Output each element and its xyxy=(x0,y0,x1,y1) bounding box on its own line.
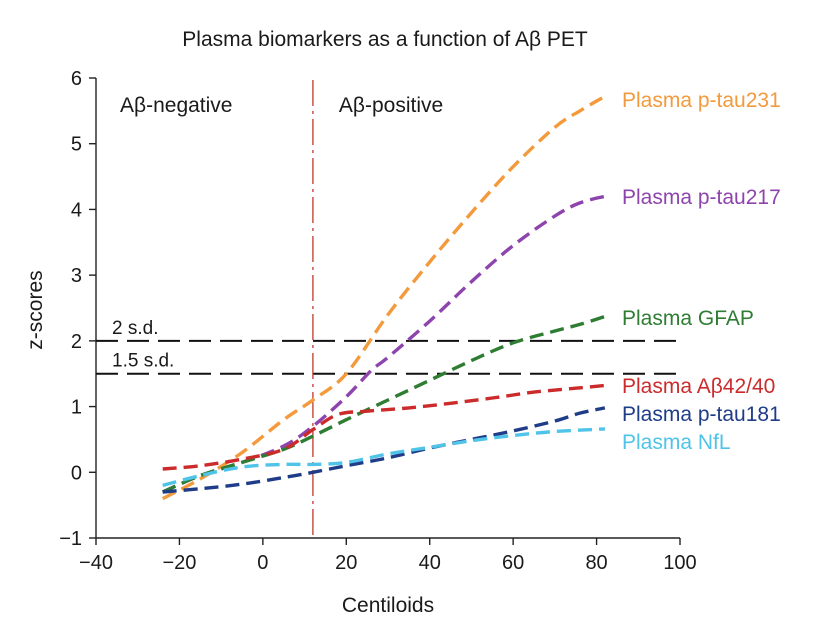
region-label-positive: Aβ-positive xyxy=(339,94,443,117)
series-line-plasma-a-42-40 xyxy=(162,383,606,471)
series-label-plasma-p-tau181: Plasma p-tau181 xyxy=(622,403,781,426)
x-tick-label: 100 xyxy=(663,552,696,574)
series-line-plasma-gfap xyxy=(162,314,606,494)
annotations: 2 s.d. 1.5 s.d. Aβ-negative Aβ-positive xyxy=(96,80,680,538)
plot-area xyxy=(95,78,680,539)
y-tick-label: 3 xyxy=(71,265,82,287)
y-tick-label: 0 xyxy=(71,462,82,484)
x-tick-label: −20 xyxy=(162,552,196,574)
y-axis-ticks: −1 0 1 2 3 4 5 6 xyxy=(59,68,96,550)
x-tick-label: 20 xyxy=(335,552,357,574)
series-label-plasma-nfl: Plasma NfL xyxy=(622,431,731,454)
y-tick-label: 2 xyxy=(71,331,82,353)
series-line-plasma-nfl xyxy=(162,427,606,488)
series-line-plasma-p-tau231 xyxy=(161,94,606,501)
y-tick-label: 1 xyxy=(71,397,82,419)
x-axis-label: Centiloids xyxy=(342,594,434,617)
y-tick-label: 4 xyxy=(71,199,82,221)
x-tick-label: −40 xyxy=(79,552,113,574)
series-line-plasma-p-tau181 xyxy=(162,406,606,494)
y-tick-label: −1 xyxy=(59,528,82,550)
sd-threshold-label: 2 s.d. xyxy=(112,318,158,339)
series-line-plasma-p-tau217 xyxy=(162,194,606,494)
x-tick-label: 60 xyxy=(502,552,524,574)
y-tick-label: 6 xyxy=(71,68,82,90)
series-labels: Plasma p-tau231 Plasma p-tau217 Plasma GFA… xyxy=(622,89,781,454)
series-lines xyxy=(161,94,606,501)
x-axis-ticks: −40 −20 0 20 40 60 80 100 xyxy=(79,538,697,574)
region-label-negative: Aβ-negative xyxy=(120,94,232,117)
series-label-plasma-gfap: Plasma GFAP xyxy=(622,307,754,330)
x-tick-label: 40 xyxy=(419,552,441,574)
x-tick-label: 0 xyxy=(257,552,268,574)
y-tick-label: 5 xyxy=(71,134,82,156)
y-axis-label: z-scores xyxy=(24,270,47,349)
sd-threshold-label: 1.5 s.d. xyxy=(112,351,174,372)
chart-title: Plasma biomarkers as a function of Aβ PE… xyxy=(182,28,588,51)
series-label-plasma-p-tau231: Plasma p-tau231 xyxy=(622,89,781,112)
x-tick-label: 80 xyxy=(585,552,607,574)
series-label-plasma-a-42-40: Plasma Aβ42/40 xyxy=(622,375,775,398)
series-label-plasma-p-tau217: Plasma p-tau217 xyxy=(622,186,781,209)
